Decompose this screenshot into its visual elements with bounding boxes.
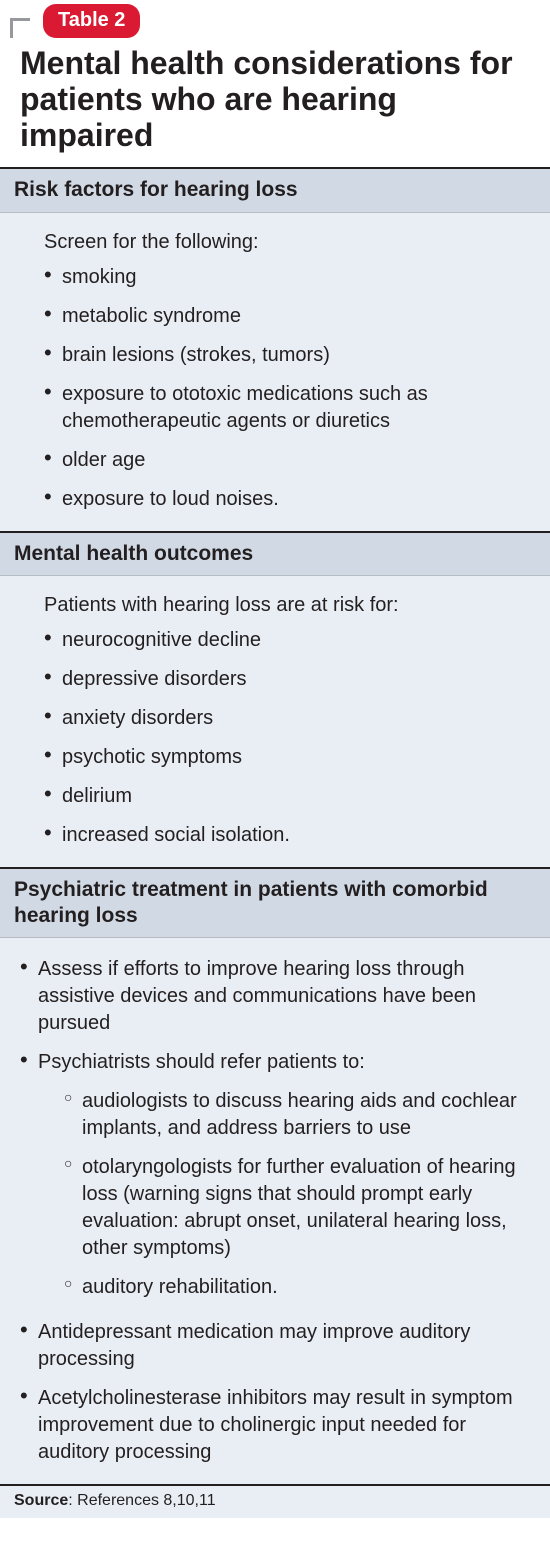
table-badge: Table 2 [43, 4, 140, 38]
list-item: Acetylcholinesterase inhibitors may resu… [20, 1379, 530, 1472]
source-row: Source: References 8,10,11 [0, 1484, 550, 1518]
sub-list-item: audiologists to discuss hearing aids and… [64, 1082, 530, 1148]
bullet-list: Assess if efforts to improve hearing los… [20, 950, 530, 1472]
list-item: Assess if efforts to improve hearing los… [20, 950, 530, 1043]
list-item: Psychiatrists should refer patients to: … [20, 1043, 530, 1313]
list-item: exposure to ototoxic medications such as… [44, 375, 530, 441]
list-item: exposure to loud noises. [44, 480, 530, 519]
list-item: metabolic syndrome [44, 297, 530, 336]
source-text: : References 8,10,11 [68, 1492, 215, 1509]
section-intro: Patients with hearing loss are at risk f… [20, 588, 530, 621]
list-item: older age [44, 441, 530, 480]
list-item: anxiety disorders [44, 699, 530, 738]
section-body-treatment: Assess if efforts to improve hearing los… [0, 938, 550, 1484]
list-item: neurocognitive decline [44, 621, 530, 660]
list-item: Antidepressant medication may improve au… [20, 1313, 530, 1379]
bullet-list: neurocognitive decline depressive disord… [20, 621, 530, 855]
list-item: delirium [44, 777, 530, 816]
bullet-list: smoking metabolic syndrome brain lesions… [20, 258, 530, 519]
corner-mark [10, 18, 30, 38]
list-item: smoking [44, 258, 530, 297]
sub-list: audiologists to discuss hearing aids and… [38, 1082, 530, 1307]
source-label: Source [14, 1492, 68, 1509]
sub-list-item: auditory rehabilitation. [64, 1268, 530, 1307]
section-header-outcomes: Mental health outcomes [0, 531, 550, 576]
section-body-outcomes: Patients with hearing loss are at risk f… [0, 576, 550, 867]
table-container: Table 2 Mental health considerations for… [0, 0, 550, 1518]
list-item: brain lesions (strokes, tumors) [44, 336, 530, 375]
section-body-risk: Screen for the following: smoking metabo… [0, 213, 550, 531]
section-intro: Screen for the following: [20, 225, 530, 258]
section-header-treatment: Psychiatric treatment in patients with c… [0, 867, 550, 939]
list-item: depressive disorders [44, 660, 530, 699]
sub-list-item: otolaryngologists for further evaluation… [64, 1148, 530, 1268]
section-header-risk: Risk factors for hearing loss [0, 167, 550, 212]
list-item: psychotic symptoms [44, 738, 530, 777]
list-item-text: Psychiatrists should refer patients to: [38, 1051, 365, 1073]
list-item: increased social isolation. [44, 816, 530, 855]
